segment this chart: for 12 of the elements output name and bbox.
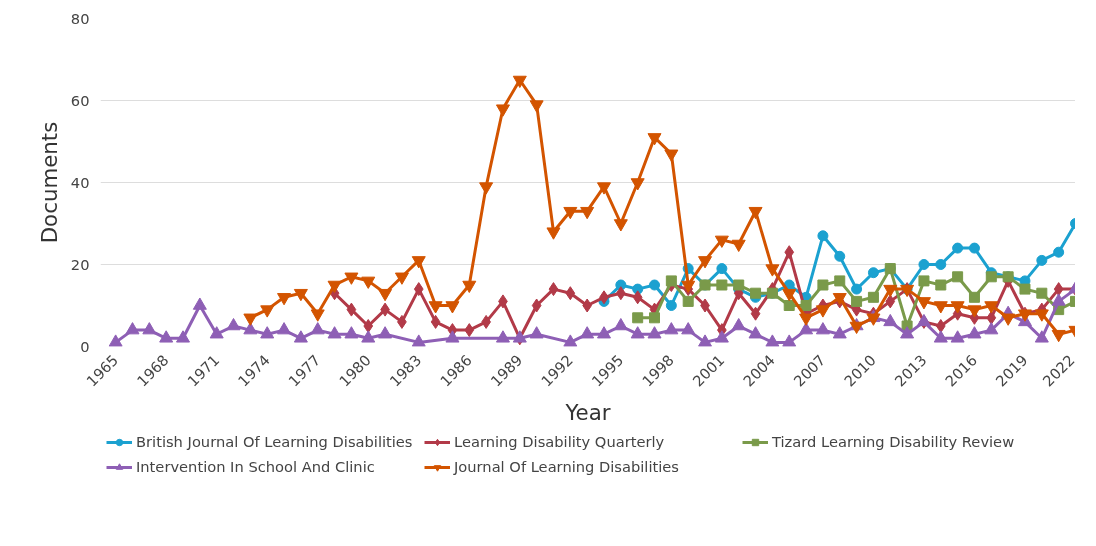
x-axis-title: Year [564, 399, 611, 425]
y-tick-label: 80 [70, 9, 90, 27]
y-tick-label: 20 [70, 255, 90, 273]
y-axis-title: Documents [36, 121, 62, 244]
y-tick-label: 0 [80, 337, 90, 355]
y-tick-label: 40 [70, 173, 90, 191]
legend-label: Learning Disability Quarterly [454, 433, 666, 450]
legend-label: Tizard Learning Disability Review [772, 433, 1016, 450]
y-tick-label: 60 [70, 91, 90, 109]
legend-label: British Journal Of Learning Disabilities [136, 433, 414, 450]
legend-label: Journal Of Learning Disabilities [454, 458, 680, 475]
legend-label: Intervention In School And Clinic [136, 458, 376, 475]
